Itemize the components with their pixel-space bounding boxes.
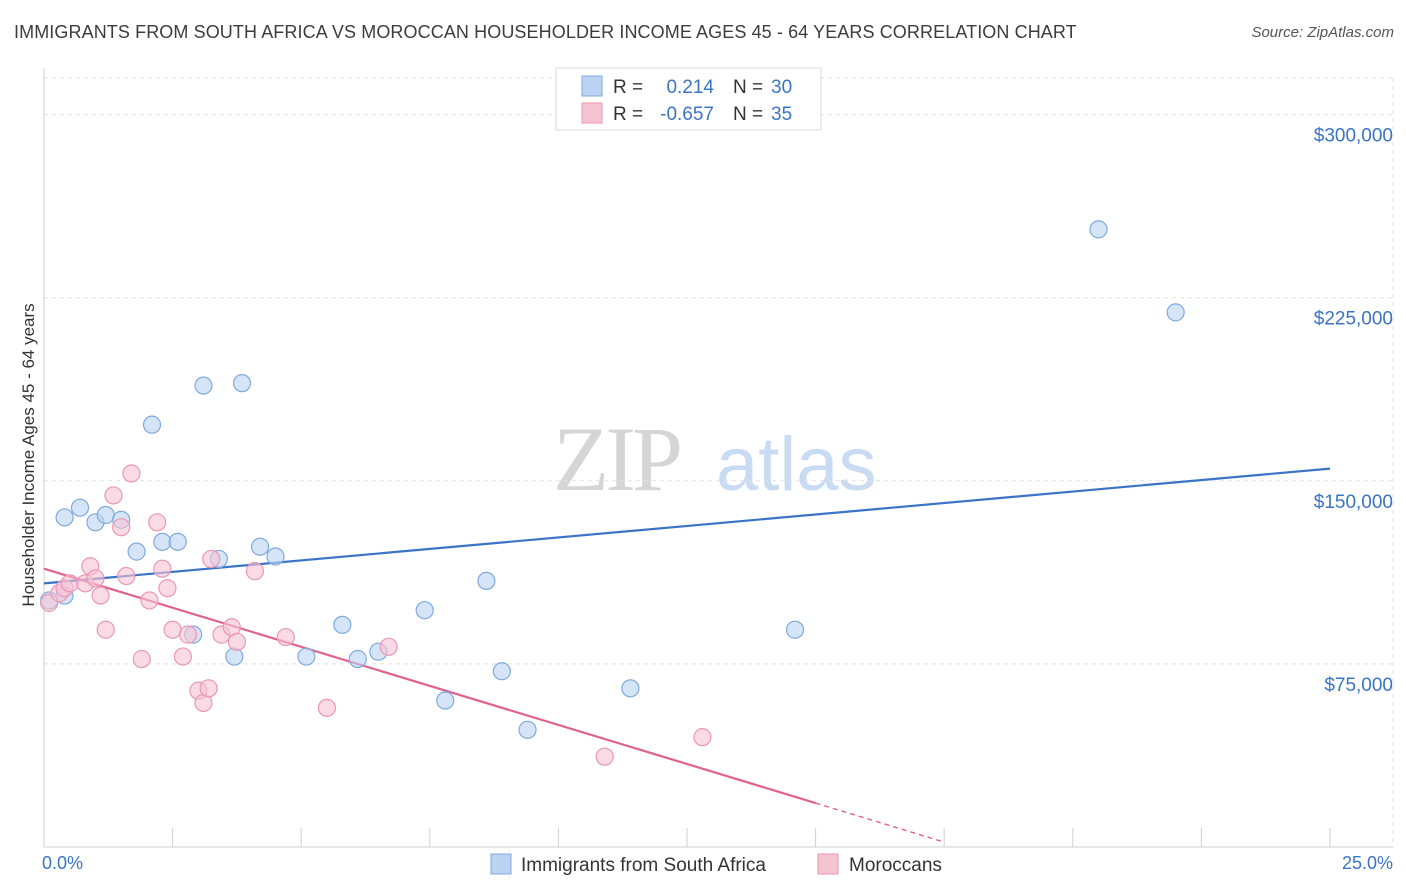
point-moroccans <box>245 562 265 581</box>
point-south-africa <box>232 374 252 393</box>
point-south-africa <box>153 532 172 551</box>
y-tick-label: $300,000 <box>1314 126 1393 147</box>
point-south-africa <box>621 679 640 698</box>
point-moroccans <box>163 620 182 639</box>
point-moroccans <box>178 625 198 644</box>
point-moroccans <box>96 620 115 639</box>
point-south-africa <box>194 376 213 395</box>
point-moroccans <box>132 649 151 669</box>
point-south-africa <box>168 532 187 551</box>
point-south-africa <box>785 620 805 639</box>
point-south-africa <box>250 537 270 556</box>
point-moroccans <box>595 747 614 766</box>
watermark-atlas: atlas <box>716 422 877 507</box>
legend-swatch-pink <box>581 102 603 124</box>
point-south-africa <box>96 505 115 525</box>
point-south-africa <box>477 571 496 591</box>
point-south-africa <box>1166 303 1185 322</box>
legend-r-value-2: -0.657 <box>660 104 714 125</box>
point-moroccans <box>122 464 141 483</box>
point-moroccans <box>173 647 192 666</box>
point-moroccans <box>199 679 218 698</box>
point-south-africa <box>492 662 511 681</box>
point-south-africa <box>70 498 90 517</box>
point-south-africa <box>333 615 352 634</box>
trendline-south-africa <box>43 467 1331 585</box>
legend-n-value-2: 35 <box>771 104 792 125</box>
x-tick-label-max: 25.0% <box>1342 853 1393 873</box>
point-moroccans <box>202 549 221 569</box>
x-tick-label-min: 0.0% <box>42 853 83 873</box>
point-south-africa <box>1089 220 1108 239</box>
data-points <box>40 220 1185 766</box>
point-south-africa <box>415 601 434 620</box>
correlation-legend: R = 0.214 N = 30 R = -0.657 N = 35 <box>555 67 822 131</box>
point-moroccans <box>86 569 105 588</box>
y-tick-label: $75,000 <box>1324 675 1393 696</box>
point-moroccans <box>153 559 172 578</box>
point-south-africa <box>348 649 367 669</box>
point-south-africa <box>127 542 146 561</box>
y-axis-label: Householder Income Ages 45 - 64 years <box>19 303 38 606</box>
point-south-africa <box>297 647 316 666</box>
y-tick-label: $225,000 <box>1314 309 1393 330</box>
legend-n-label-2: N = <box>733 104 763 125</box>
bottom-legend-swatch-blue <box>490 853 512 875</box>
bottom-legend-label-1: Immigrants from South Africa <box>521 855 766 876</box>
point-moroccans <box>379 637 398 656</box>
source-note: Source: ZipAtlas.com <box>1251 24 1394 41</box>
point-moroccans <box>693 728 712 747</box>
legend-n-value-1: 30 <box>771 77 792 98</box>
point-moroccans <box>317 698 337 717</box>
point-south-africa <box>436 691 455 710</box>
legend-r-label-2: R = <box>613 104 643 125</box>
trendline-moroccans-extension <box>815 802 945 843</box>
point-moroccans <box>158 579 177 598</box>
bottom-legend-swatch-pink <box>817 853 839 875</box>
point-moroccans <box>227 632 246 652</box>
legend-n-label-1: N = <box>733 77 763 98</box>
point-south-africa <box>518 720 537 739</box>
point-south-africa <box>55 508 74 527</box>
trendline-moroccans <box>43 567 816 805</box>
point-moroccans <box>60 574 79 593</box>
point-moroccans <box>148 513 167 532</box>
point-moroccans <box>140 591 159 610</box>
y-tick-label: $150,000 <box>1314 492 1393 513</box>
point-moroccans <box>112 518 131 537</box>
point-moroccans <box>104 486 123 505</box>
legend-swatch-blue <box>581 75 603 97</box>
point-moroccans <box>276 627 295 647</box>
legend-r-label-1: R = <box>613 77 643 98</box>
series-legend: Immigrants from South Africa Moroccans <box>490 853 942 876</box>
chart-title: IMMIGRANTS FROM SOUTH AFRICA VS MOROCCAN… <box>14 22 1077 42</box>
point-south-africa <box>266 547 285 566</box>
watermark-zip: ZIP <box>553 408 680 510</box>
point-moroccans <box>117 566 136 586</box>
point-moroccans <box>91 586 110 605</box>
axes: $75,000 $150,000 $225,000 $300,000 <box>43 68 1393 848</box>
bottom-legend-label-2: Moroccans <box>849 855 942 876</box>
legend-r-value-1: 0.214 <box>666 77 714 98</box>
point-south-africa <box>142 415 162 434</box>
